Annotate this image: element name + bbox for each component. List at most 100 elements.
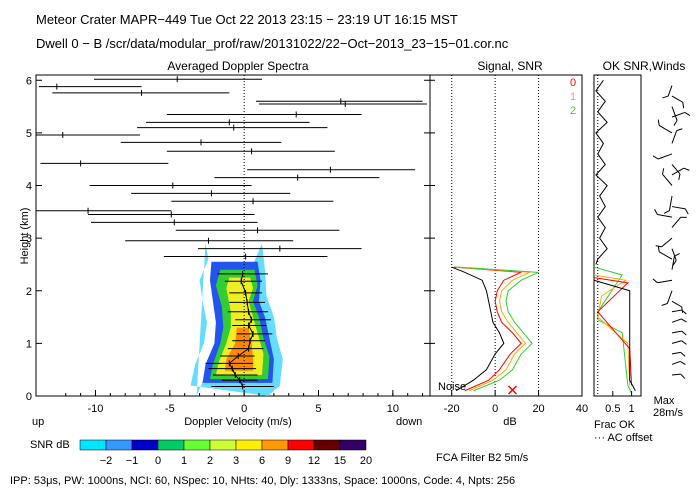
wind-barb-8	[671, 167, 685, 176]
snr-contour-4	[224, 327, 254, 371]
signal-series-0	[451, 266, 505, 392]
colorbar-tick-0: −2	[100, 455, 113, 467]
wind-barb-17	[671, 256, 675, 270]
wind-barb-19	[666, 290, 673, 304]
wind-barb-13	[671, 216, 682, 228]
wind-barb-flag-1	[682, 102, 685, 109]
signal-x-tick-label: 20	[532, 403, 544, 415]
x-axis-label: Doppler Velocity (m/s)	[184, 416, 292, 428]
winds-panel: 0 1 2 0.5 1	[570, 75, 691, 415]
frac-ok-low-1	[593, 274, 631, 386]
footer-params: IPP: 53μs, PW: 1000ns, NCI: 60, NSpec: 1…	[10, 475, 515, 487]
winds-panel-title: OK SNR,Winds	[603, 59, 686, 73]
x-tick-label: -5	[165, 403, 175, 415]
colorbar-swatch-0	[79, 439, 107, 451]
colorbar-swatch-7	[261, 439, 289, 451]
colorbar-swatch-4	[183, 439, 211, 451]
down-label: down	[396, 416, 422, 428]
wind-barb-25	[671, 351, 681, 355]
doppler-panel-title: Averaged Doppler Spectra	[167, 59, 309, 73]
wind-barb-flag-11	[684, 208, 689, 215]
wind-barb-flag-21	[681, 309, 687, 315]
y-tick-label: 3	[26, 233, 32, 245]
wind-barb-11	[671, 206, 686, 210]
colorbar-swatch-9	[313, 439, 341, 451]
wind-barb-18	[657, 279, 673, 284]
colorbar-tick-6: 6	[259, 455, 265, 467]
wind-barb-27	[671, 373, 681, 376]
colorbar-tick-3: 1	[181, 455, 187, 467]
frac-ok-low-2	[593, 277, 633, 386]
frac-ok-line	[595, 79, 608, 265]
wind-barb-flag-4	[657, 119, 660, 126]
colorbar-tick-9: 15	[334, 455, 346, 467]
y-tick-label: 2	[26, 286, 32, 298]
colorbar-swatch-10	[339, 439, 367, 451]
wind-barb-21	[671, 309, 682, 313]
wind-barb-20	[671, 300, 682, 308]
winds-max-label: Max	[654, 395, 675, 407]
fracok-plot-frame	[593, 74, 642, 397]
x-tick-label: 10	[387, 403, 399, 415]
y-tick-label: 5	[26, 128, 32, 140]
y-tick-label: 4	[26, 181, 32, 193]
winds-max-value: 28m/s	[653, 407, 683, 419]
x-tick-label: -10	[88, 403, 104, 415]
fracok-x-tick-label: 0.5	[605, 403, 620, 415]
up-label: up	[32, 416, 44, 428]
colorbar-swatch-1	[105, 439, 133, 451]
x-tick-label: 0	[241, 403, 247, 415]
header-file: Dwell 0 − B /scr/data/modular_prof/raw/2…	[36, 36, 509, 51]
wind-barb-flag-6	[652, 155, 659, 160]
wind-barb-3	[671, 111, 685, 118]
wind-barb-flag-3	[684, 112, 691, 117]
colorbar-swatch-3	[157, 439, 185, 451]
wind-barb-flag-16	[657, 245, 660, 252]
wind-barb-flag-19	[661, 303, 668, 306]
header-title: Meteor Crater MAPR−449 Tue Oct 22 2013 2…	[36, 12, 458, 27]
wind-barb-22	[671, 318, 682, 323]
signal-panel: -20 0 20 40	[430, 75, 588, 415]
low-level-profile	[228, 273, 254, 387]
signal-panel-title: Signal, SNR	[477, 59, 543, 73]
wind-barb-5	[671, 130, 678, 144]
y-tick-label: 0	[26, 391, 32, 403]
colorbar-tick-8: 12	[308, 455, 320, 467]
doppler-panel: -10 -5 0 5 10 0 1 2 3 4 5 6	[26, 75, 430, 415]
filter-label: FCA Filter B2 5m/s	[436, 452, 529, 464]
colorbar-tick-2: 0	[155, 455, 161, 467]
y-axis-label: Height (km)	[19, 208, 31, 265]
ac-offset-label: ··· AC offset	[594, 432, 652, 444]
wind-barb-14	[661, 237, 673, 248]
wind-barb-flag-5	[676, 128, 683, 132]
legend-item-2: 2	[570, 105, 576, 117]
colorbar-label: SNR dB	[30, 439, 70, 451]
wind-barb-flag-27	[680, 373, 686, 379]
wind-barb-flag-10	[663, 210, 670, 214]
wind-barb-15	[671, 248, 677, 261]
wind-barb-1	[671, 95, 683, 103]
y-tick-label: 6	[26, 75, 32, 87]
wind-barb-flag-7	[678, 173, 681, 180]
wind-barb-12	[657, 214, 673, 218]
wind-barb-flag-24	[681, 340, 687, 345]
wind-barb-flag-26	[680, 360, 686, 365]
colorbar-swatch-5	[209, 439, 237, 451]
x-tick-label: 5	[315, 403, 321, 415]
frac-ok-low-3	[593, 279, 636, 391]
wind-barb-10	[668, 195, 673, 211]
legend-item-0: 0	[570, 77, 576, 89]
wind-barb-24	[671, 340, 682, 344]
wind-barb-flag-23	[681, 330, 687, 336]
colorbar-tick-7: 9	[285, 455, 291, 467]
signal-series-3	[458, 266, 539, 392]
wind-barb-flag-17	[674, 253, 680, 257]
signal-x-tick-label: 0	[492, 403, 498, 415]
wind-barb-23	[671, 330, 682, 334]
noise-marker	[507, 385, 518, 395]
signal-x-tick-label: 40	[576, 403, 588, 415]
snr-colorbar: −2 −1 0 1 2 3 6 9 12 15 20	[79, 439, 372, 467]
wind-barb-9	[662, 173, 673, 186]
colorbar-tick-10: 20	[360, 455, 372, 467]
signal-plot-frame	[429, 74, 583, 397]
